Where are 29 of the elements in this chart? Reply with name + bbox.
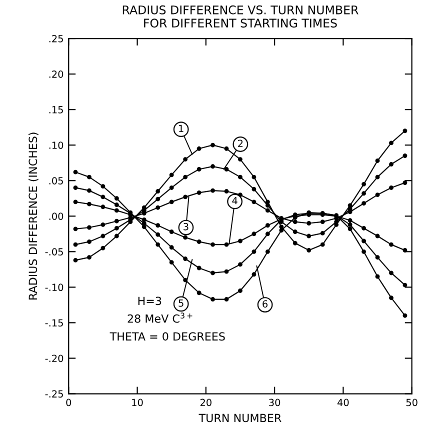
x-tick-label: 20 <box>200 398 212 406</box>
x-tick-label: 0 <box>66 398 72 406</box>
y-tick-label: .15 <box>49 106 63 114</box>
x-tick-label: 10 <box>132 398 143 406</box>
chart-title: RADIUS DIFFERENCE VS. TURN NUMBER FOR DIFFERENT STARTING TIMES <box>122 5 358 28</box>
annotation: 28 MeV C$^{3+}$ <box>128 312 192 323</box>
y-tick-label: -.10 <box>45 284 64 292</box>
annotation: 1 <box>179 124 184 132</box>
y-tick-label: -.25 <box>45 390 63 398</box>
y-tick-label: .00 <box>49 212 64 220</box>
x-axis-title: TURN NUMBER <box>198 414 282 422</box>
x-tick-label: 40 <box>337 398 349 406</box>
y-tick-label: -.15 <box>45 319 63 327</box>
y-tick-label: .25 <box>49 35 63 42</box>
y-tick-label: -.20 <box>45 354 64 362</box>
annotation: THETA = 0 DEGREES <box>110 332 225 341</box>
annotation: 3 <box>184 222 188 230</box>
y-tick-label: .05 <box>49 177 63 184</box>
annotation: 2 <box>238 140 243 147</box>
y-tick-label: .20 <box>49 70 64 78</box>
y-axis-title: RADIUS DIFFERENCE (INCHES) <box>28 132 38 300</box>
annotation: 5 <box>178 300 184 307</box>
x-tick-label: 50 <box>406 398 418 406</box>
x-tick-label: 30 <box>269 398 280 406</box>
y-tick-label: -.05 <box>45 248 63 256</box>
annotation: 6 <box>262 300 268 308</box>
annotation: H=3 <box>138 296 162 306</box>
y-tick-label: .10 <box>49 142 64 149</box>
annotation: 4 <box>232 197 238 204</box>
